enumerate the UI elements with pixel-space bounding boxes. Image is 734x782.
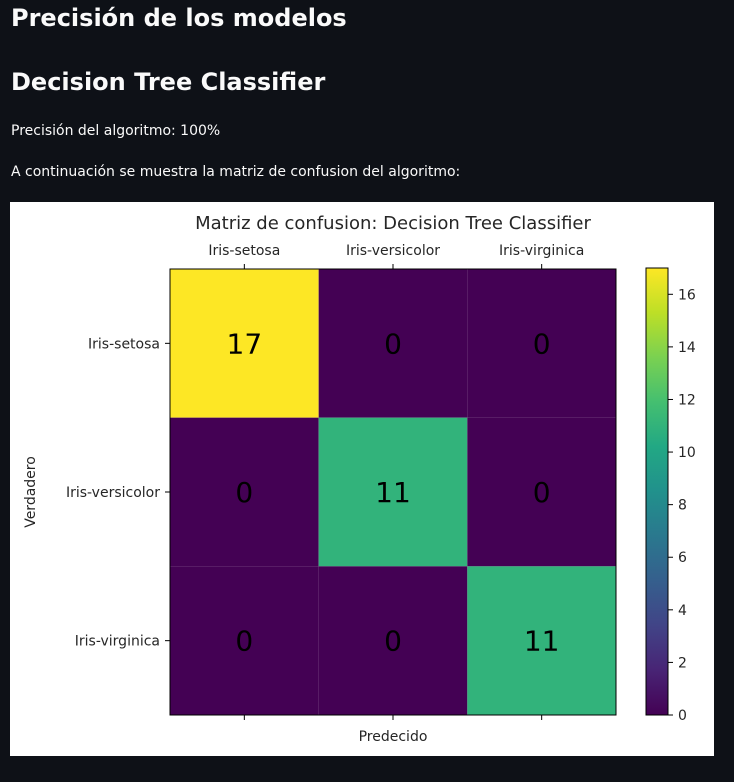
heatmap-cell xyxy=(170,269,319,418)
colorbar-tick-label: 12 xyxy=(678,392,696,408)
confusion-matrix-chart: 17 0 0 0 11 0 0 0 11 Iris-setosa Iris-versicolor I… xyxy=(23,213,696,745)
cell-value-label: 0 xyxy=(384,327,402,360)
cell-value-label: 0 xyxy=(235,476,253,509)
section-title: Decision Tree Classifier xyxy=(11,68,326,96)
x-tick-label: Iris-virginica xyxy=(499,243,584,259)
cell-value-label: 0 xyxy=(533,327,551,360)
colorbar-gradient xyxy=(646,268,668,715)
colorbar-tick-label: 6 xyxy=(678,550,687,566)
y-axis-label: Verdadero xyxy=(23,456,39,528)
y-tick-label: Iris-versicolor xyxy=(66,485,160,501)
x-axis-label: Predecido xyxy=(359,729,428,745)
heatmap-cell xyxy=(467,269,616,418)
colorbar-tick-label: 10 xyxy=(678,445,696,461)
y-tick-label: Iris-virginica xyxy=(75,634,160,650)
colorbar-tick-label: 0 xyxy=(678,708,687,724)
heatmap-cell xyxy=(170,566,319,715)
x-tick-label: Iris-versicolor xyxy=(346,243,440,259)
cell-value-label: 11 xyxy=(524,625,560,658)
x-tick-label: Iris-setosa xyxy=(208,243,280,259)
chart-title: Matriz de confusion: Decision Tree Class… xyxy=(195,213,591,234)
colorbar-tick-label: 16 xyxy=(678,287,696,303)
accuracy-text: Precisión del algoritmo: 100% xyxy=(11,123,221,139)
heatmap-cell xyxy=(318,417,468,567)
colorbar-tick-label: 2 xyxy=(678,655,687,671)
cell-value-label: 11 xyxy=(375,476,411,509)
cell-value-label: 0 xyxy=(235,625,253,658)
heatmap-cell xyxy=(318,269,468,418)
colorbar-tick-label: 14 xyxy=(678,340,696,356)
cell-value-label: 0 xyxy=(384,625,402,658)
y-tick-label: Iris-setosa xyxy=(88,336,160,352)
page-title: Precisión de los modelos xyxy=(11,4,347,32)
colorbar-tick-label: 8 xyxy=(678,498,687,514)
heatmap-cell xyxy=(318,566,468,715)
colorbar-tick-label: 4 xyxy=(678,603,687,619)
cell-value-label: 17 xyxy=(227,327,263,360)
heatmap-cell xyxy=(467,417,616,567)
confusion-matrix-figure: 17 0 0 0 11 0 0 0 11 Iris-setosa Iris-versicolor I… xyxy=(10,202,714,756)
heatmap-cell xyxy=(467,566,616,715)
intro-text: A continuación se muestra la matriz de c… xyxy=(11,164,461,180)
colorbar-frame xyxy=(645,267,669,716)
heatmap-cell xyxy=(170,417,319,567)
cell-value-label: 0 xyxy=(533,476,551,509)
